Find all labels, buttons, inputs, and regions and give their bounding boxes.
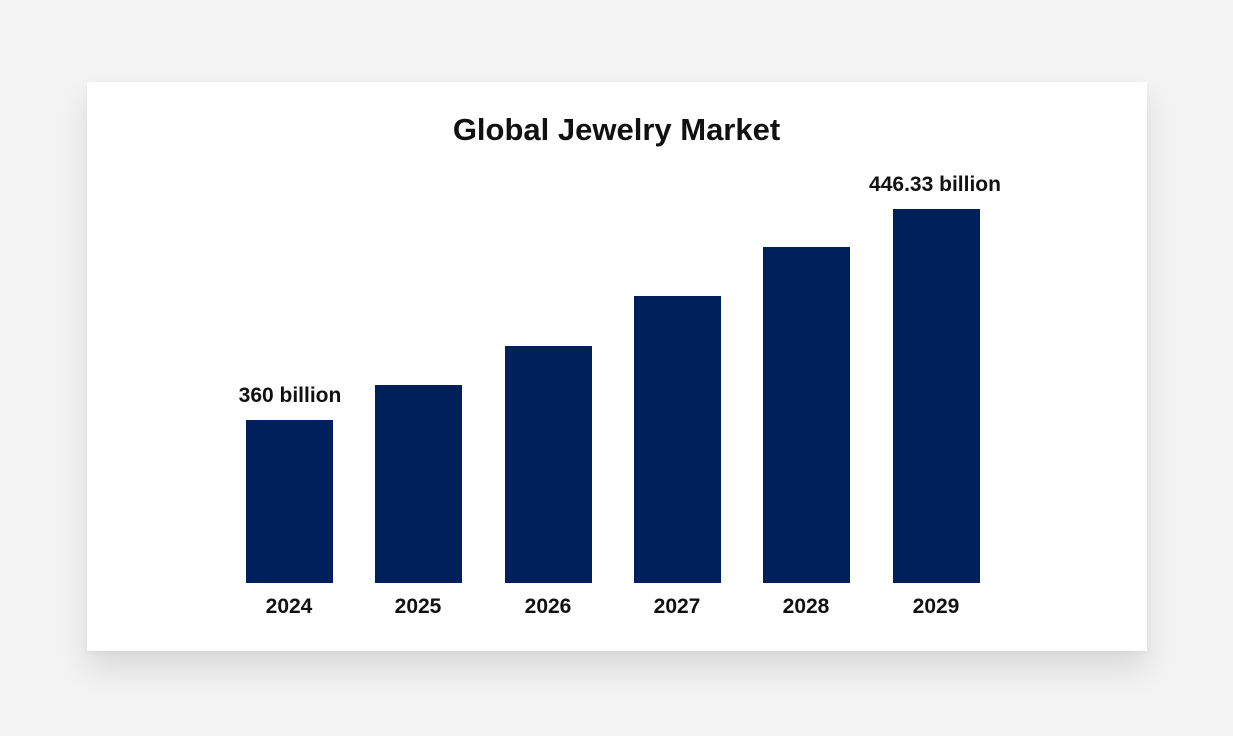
x-tick-2027: 2027: [653, 595, 701, 618]
bar-2026: [505, 346, 592, 583]
x-tick-2025: 2025: [394, 595, 442, 618]
bar-2029: [893, 209, 980, 583]
value-label-2024: 360 billion: [238, 384, 342, 407]
bar-2025: [375, 385, 462, 583]
chart-title: Global Jewelry Market: [452, 112, 781, 147]
x-tick-2024: 2024: [265, 595, 313, 618]
x-tick-2028: 2028: [782, 595, 830, 618]
bar-2027: [634, 296, 721, 583]
bar-2028: [763, 247, 850, 583]
x-tick-2029: 2029: [912, 595, 960, 618]
bar-2024: [246, 420, 333, 583]
value-label-2029: 446.33 billion: [869, 173, 1001, 196]
x-tick-2026: 2026: [524, 595, 572, 618]
